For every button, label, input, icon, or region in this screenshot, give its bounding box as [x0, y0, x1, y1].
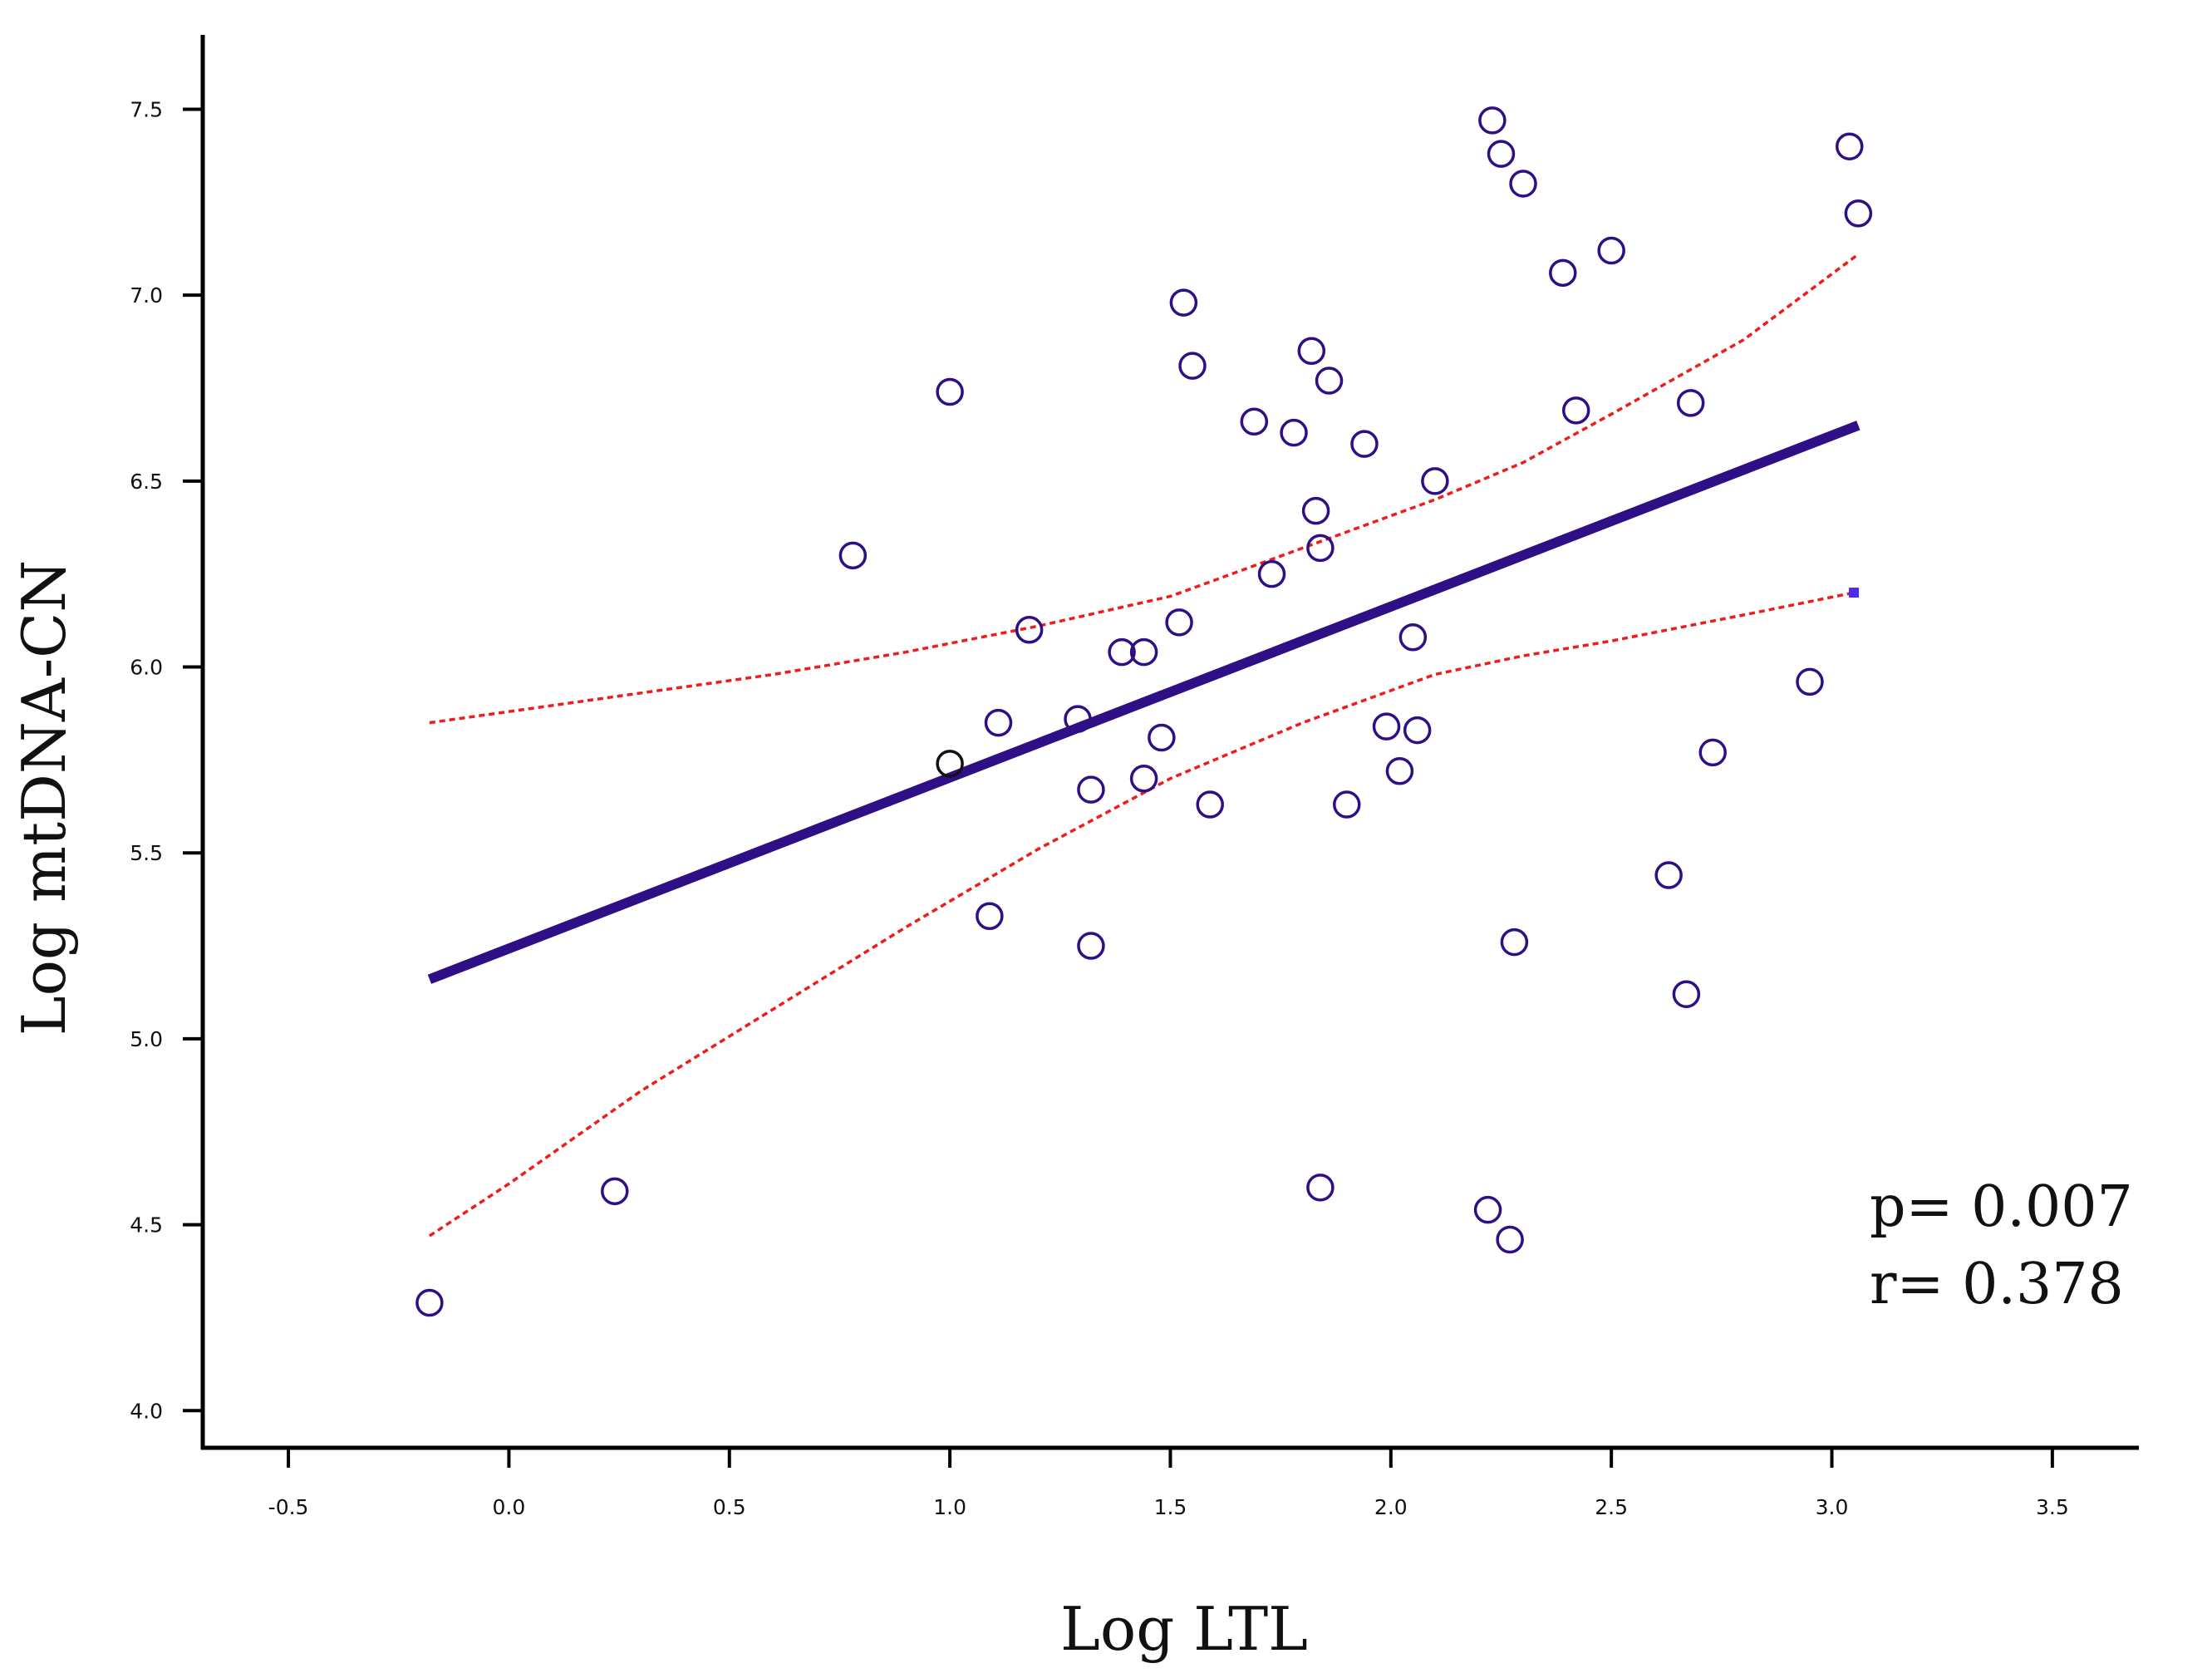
data-point — [1169, 288, 1198, 317]
data-point — [838, 541, 868, 570]
x-tick-label: 3.0 — [1816, 1495, 1849, 1519]
data-point — [936, 377, 964, 406]
data-point — [1496, 1225, 1524, 1254]
data-point — [1350, 430, 1379, 458]
axes — [200, 35, 2139, 1450]
y-tick-label: 6.0 — [130, 656, 163, 680]
y-tick-label: 7.5 — [130, 97, 163, 121]
data-point — [1500, 928, 1529, 957]
y-axis-ticks: 4.0 4.5 5.0 5.5 6.0 6.5 7.0 7.5 — [130, 97, 203, 1423]
data-point — [1672, 980, 1701, 1008]
data-point — [1077, 775, 1105, 804]
data-point — [1306, 1174, 1335, 1202]
data-point — [1372, 712, 1401, 741]
data-point — [1015, 616, 1044, 644]
data-point — [1178, 352, 1207, 380]
data-point — [1844, 199, 1873, 228]
data-point — [1064, 705, 1092, 733]
x-tick-label: 1.0 — [933, 1495, 966, 1519]
data-point — [1597, 236, 1625, 265]
data-point — [1698, 738, 1727, 767]
x-tick-label: 3.5 — [2036, 1495, 2069, 1519]
y-tick-label: 5.5 — [130, 841, 163, 865]
data-point — [1280, 418, 1308, 447]
data-point — [1403, 716, 1432, 745]
y-tick-label: 7.0 — [130, 283, 163, 308]
y-tick-label: 5.0 — [130, 1027, 163, 1051]
x-tick-label: 0.0 — [493, 1495, 526, 1519]
data-points — [415, 106, 1873, 1317]
ci-upper-line — [429, 253, 1860, 725]
data-point — [601, 1177, 629, 1206]
regression-line-group — [427, 421, 1861, 984]
x-axis-ticks: -0.5 0.0 0.5 1.0 1.5 2.0 2.5 3.0 3.5 — [268, 1448, 2069, 1519]
data-point — [1676, 389, 1705, 417]
data-point — [1549, 258, 1577, 288]
x-tick-label: 2.5 — [1595, 1495, 1628, 1519]
data-point — [1257, 559, 1286, 588]
p-value-annotation: p= 0.007 — [1870, 1174, 2133, 1240]
r-value-annotation: r= 0.378 — [1870, 1252, 2124, 1317]
data-point — [1196, 790, 1224, 819]
data-point — [1561, 396, 1590, 425]
x-tick-label: 1.5 — [1154, 1495, 1187, 1519]
data-point — [1301, 496, 1330, 525]
data-point — [415, 1288, 444, 1317]
data-point — [1421, 467, 1449, 495]
data-point — [1108, 637, 1136, 667]
data-point — [976, 902, 1004, 931]
y-tick-label: 4.0 — [130, 1399, 163, 1423]
data-point — [1385, 757, 1414, 785]
data-point — [1306, 534, 1335, 563]
data-point — [1240, 407, 1269, 436]
data-point — [1487, 140, 1516, 168]
data-point — [1398, 622, 1428, 652]
x-axis-title: Log LTL — [1060, 1594, 1308, 1664]
x-tick-label: 2.0 — [1374, 1495, 1408, 1519]
y-axis-title: Log mtDNA-CN — [9, 560, 79, 1036]
data-point — [984, 708, 1013, 737]
data-point — [1148, 723, 1176, 752]
data-point — [1315, 367, 1344, 395]
data-point — [1129, 637, 1158, 667]
data-point — [1165, 608, 1193, 637]
data-point — [1835, 132, 1864, 160]
data-point-highlight — [936, 750, 964, 778]
ci-lower-line — [428, 591, 1855, 1238]
data-point — [1654, 861, 1683, 889]
y-tick-label: 6.5 — [130, 470, 163, 494]
regression-line — [427, 421, 1861, 984]
y-tick-label: 4.5 — [130, 1213, 163, 1238]
data-point — [1796, 667, 1824, 696]
ci-end-marker — [1849, 588, 1860, 598]
confidence-bands — [428, 253, 1860, 1238]
data-point — [1478, 106, 1507, 135]
data-point — [1473, 1195, 1502, 1224]
data-point — [1332, 790, 1361, 819]
x-tick-label: -0.5 — [268, 1495, 309, 1519]
x-tick-label: 0.5 — [713, 1495, 746, 1519]
data-point — [1297, 337, 1326, 366]
data-point — [1509, 170, 1537, 198]
data-point — [1129, 764, 1158, 793]
data-point — [1077, 932, 1105, 960]
